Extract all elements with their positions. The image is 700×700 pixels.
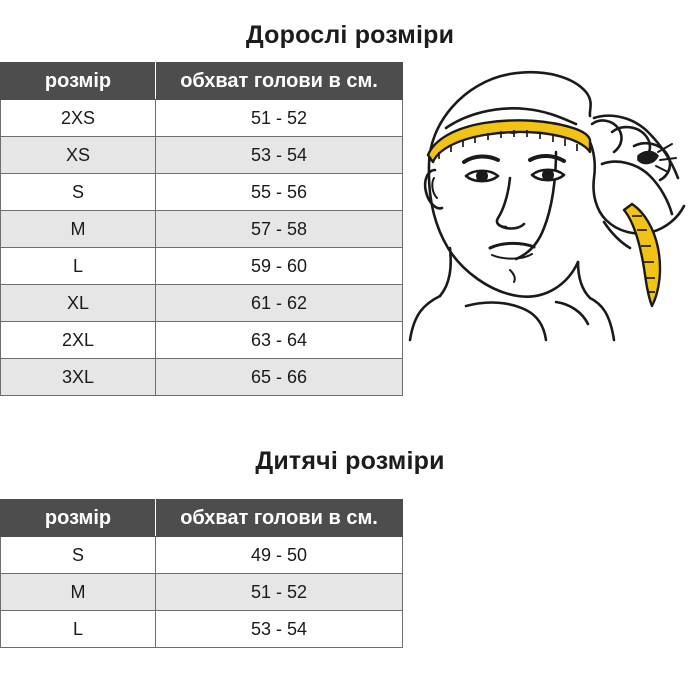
cap-brim bbox=[444, 107, 578, 130]
cell-size: S bbox=[0, 536, 156, 574]
table-row: M 51 - 52 bbox=[0, 573, 403, 611]
neck-left bbox=[438, 246, 452, 298]
table-row: 2XS 51 - 52 bbox=[0, 99, 403, 137]
tape-strip-hanging bbox=[622, 202, 662, 308]
table-row: S 55 - 56 bbox=[0, 173, 403, 211]
finger-3 bbox=[632, 142, 672, 182]
cell-circumference: 59 - 60 bbox=[155, 247, 403, 285]
nose-base bbox=[496, 222, 526, 230]
adults-size-table: розмір обхват голови в см. 2XS 51 - 52 X… bbox=[0, 62, 403, 396]
chin-crease bbox=[509, 269, 516, 283]
table-row: 2XL 63 - 64 bbox=[0, 321, 403, 359]
neck-right bbox=[576, 260, 592, 300]
cell-size: L bbox=[0, 610, 156, 648]
thumb-detail bbox=[655, 143, 677, 173]
palm-outline bbox=[587, 138, 654, 235]
table-row: L 59 - 60 bbox=[0, 247, 403, 285]
cell-circumference: 53 - 54 bbox=[155, 610, 403, 648]
cell-size: M bbox=[0, 573, 156, 611]
column-header-size: розмір bbox=[0, 499, 156, 537]
tape-ticks-head bbox=[438, 130, 578, 159]
collar-right bbox=[554, 300, 590, 326]
cell-circumference: 61 - 62 bbox=[155, 284, 403, 322]
tape-ticks-hanging bbox=[632, 215, 655, 293]
right-pupil bbox=[542, 169, 554, 181]
ear-outline bbox=[423, 168, 444, 210]
cell-size: L bbox=[0, 247, 156, 285]
table-row: M 57 - 58 bbox=[0, 210, 403, 248]
finger-1 bbox=[590, 119, 623, 154]
ear-inner bbox=[431, 177, 438, 199]
kids-table-body: S 49 - 50 M 51 - 52 L 53 - 54 bbox=[0, 536, 403, 648]
column-header-circumference: обхват голови в см. bbox=[155, 499, 403, 537]
forearm-upper bbox=[592, 114, 680, 180]
cell-size: 2XL bbox=[0, 321, 156, 359]
column-header-circumference: обхват голови в см. bbox=[155, 62, 403, 100]
cell-circumference: 51 - 52 bbox=[155, 573, 403, 611]
left-pupil bbox=[476, 170, 488, 182]
lower-lip bbox=[491, 253, 533, 260]
cell-circumference: 49 - 50 bbox=[155, 536, 403, 574]
left-eyebrow bbox=[462, 154, 500, 164]
cell-circumference: 55 - 56 bbox=[155, 173, 403, 211]
table-row: XS 53 - 54 bbox=[0, 136, 403, 174]
adults-section-title: Дорослі розміри bbox=[245, 21, 455, 49]
face-outline bbox=[427, 165, 580, 298]
collar-left bbox=[464, 301, 548, 342]
head-measurement-svg bbox=[408, 70, 686, 342]
table-row: 3XL 65 - 66 bbox=[0, 358, 403, 396]
wrist-line bbox=[602, 220, 632, 250]
column-header-size: розмір bbox=[0, 62, 156, 100]
cell-circumference: 51 - 52 bbox=[155, 99, 403, 137]
shoulder-left bbox=[408, 294, 442, 342]
cell-circumference: 53 - 54 bbox=[155, 136, 403, 174]
kids-section-title: Дитячі розміри bbox=[255, 447, 445, 475]
figure-outlines bbox=[408, 70, 686, 342]
cell-size: XL bbox=[0, 284, 156, 322]
kids-size-table: розмір обхват голови в см. S 49 - 50 M 5… bbox=[0, 499, 403, 648]
table-row: S 49 - 50 bbox=[0, 536, 403, 574]
thumb-nail bbox=[637, 150, 659, 165]
mouth bbox=[488, 241, 536, 250]
table-header-row: розмір обхват голови в см. bbox=[0, 62, 403, 100]
cell-circumference: 65 - 66 bbox=[155, 358, 403, 396]
cell-circumference: 57 - 58 bbox=[155, 210, 403, 248]
kids-table-header: розмір обхват голови в см. bbox=[0, 499, 403, 537]
palm-edge bbox=[650, 204, 686, 234]
tape-band-head bbox=[426, 119, 592, 164]
table-header-row: розмір обхват голови в см. bbox=[0, 499, 403, 537]
adults-table-body: 2XS 51 - 52 XS 53 - 54 S 55 - 56 M 57 - … bbox=[0, 99, 403, 396]
cell-size: XS bbox=[0, 136, 156, 174]
table-row: L 53 - 54 bbox=[0, 610, 403, 648]
right-eyebrow bbox=[528, 154, 566, 163]
measuring-tape-head bbox=[426, 119, 592, 164]
shoulder-right bbox=[588, 296, 616, 342]
head-measurement-illustration bbox=[406, 52, 698, 342]
table-row: XL 61 - 62 bbox=[0, 284, 403, 322]
adults-table-header: розмір обхват голови в см. bbox=[0, 62, 403, 100]
cell-size: S bbox=[0, 173, 156, 211]
cell-size: 3XL bbox=[0, 358, 156, 396]
cell-size: M bbox=[0, 210, 156, 248]
cell-circumference: 63 - 64 bbox=[155, 321, 403, 359]
forearm-lower bbox=[600, 160, 674, 216]
cell-size: 2XS bbox=[0, 99, 156, 137]
measuring-tape-hanging bbox=[622, 202, 662, 308]
